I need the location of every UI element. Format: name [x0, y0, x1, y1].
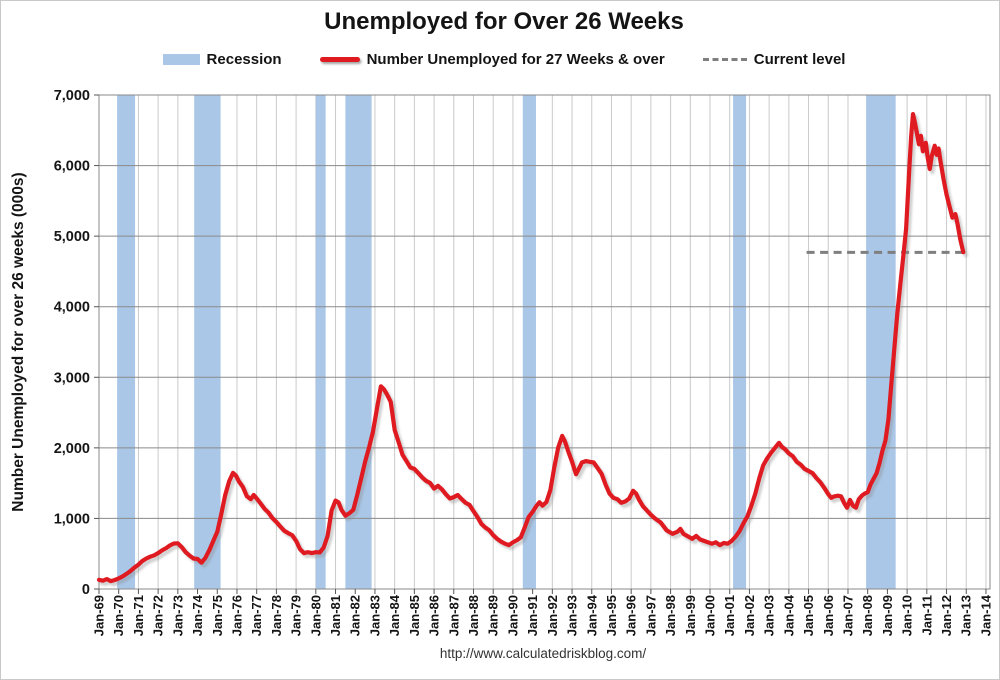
legend-item-series: Number Unemployed for 27 Weeks & over: [319, 51, 665, 68]
svg-text:Jan-91: Jan-91: [525, 595, 540, 636]
svg-text:Jan-00: Jan-00: [703, 595, 718, 636]
recession-bands: [117, 95, 896, 589]
legend-series-label: Number Unemployed for 27 Weeks & over: [366, 51, 665, 68]
svg-text:Jan-07: Jan-07: [840, 595, 855, 636]
series-line-path: [96, 112, 966, 584]
svg-text:Jan-01: Jan-01: [722, 595, 737, 636]
svg-text:0: 0: [82, 582, 90, 598]
svg-text:Jan-99: Jan-99: [683, 595, 698, 636]
legend-current-level-label: Current level: [753, 51, 846, 68]
svg-text:Jan-04: Jan-04: [781, 594, 796, 636]
chart-title: Unemployed for Over 26 Weeks: [324, 8, 684, 35]
svg-text:Jan-70: Jan-70: [111, 595, 126, 636]
svg-text:Jan-71: Jan-71: [131, 595, 146, 636]
svg-text:Jan-98: Jan-98: [663, 595, 678, 636]
svg-text:Jan-75: Jan-75: [210, 595, 225, 636]
svg-text:Jan-81: Jan-81: [328, 595, 343, 636]
svg-text:Jan-14: Jan-14: [978, 594, 993, 636]
svg-text:Jan-90: Jan-90: [505, 595, 520, 636]
svg-text:5,000: 5,000: [54, 229, 90, 245]
svg-text:Jan-77: Jan-77: [249, 595, 264, 636]
svg-text:Jan-92: Jan-92: [545, 595, 560, 636]
svg-text:Jan-89: Jan-89: [486, 595, 501, 636]
svg-text:Jan-11: Jan-11: [919, 595, 934, 635]
x-axis-labels: Jan-69 Jan-70 Jan-71 Jan-72 Jan-73 Jan-74 Jan-…: [92, 594, 994, 636]
svg-text:Jan-84: Jan-84: [387, 594, 402, 636]
svg-text:Jan-83: Jan-83: [367, 595, 382, 636]
svg-text:Jan-05: Jan-05: [801, 595, 816, 636]
horizontal-gridlines: [99, 165, 990, 519]
plot-border: [98, 94, 991, 590]
legend-item-current-level: Current level: [702, 51, 846, 68]
legend: Recession Number Unemployed for 27 Weeks…: [1, 51, 999, 68]
svg-text:Jan-87: Jan-87: [446, 595, 461, 636]
svg-text:3,000: 3,000: [54, 370, 90, 386]
svg-text:Jan-97: Jan-97: [643, 595, 658, 636]
series-line: [96, 112, 969, 587]
svg-text:Jan-02: Jan-02: [742, 595, 757, 636]
svg-text:Jan-93: Jan-93: [565, 595, 580, 636]
svg-text:Jan-73: Jan-73: [170, 595, 185, 636]
svg-text:7,000: 7,000: [54, 88, 90, 104]
svg-text:Jan-03: Jan-03: [762, 595, 777, 636]
y-axis-title: Number Unemployed for over 26 weeks (000…: [10, 172, 27, 511]
legend-item-recession: Recession: [162, 51, 282, 68]
svg-text:Jan-94: Jan-94: [584, 594, 599, 636]
svg-text:Jan-82: Jan-82: [348, 595, 363, 636]
svg-text:Jan-74: Jan-74: [190, 594, 205, 636]
svg-text:Number Unemployed for over 26: Number Unemployed for over 26 weeks (000…: [10, 172, 27, 511]
svg-text:1,000: 1,000: [54, 511, 90, 527]
svg-text:Jan-72: Jan-72: [151, 595, 166, 636]
svg-text:Jan-12: Jan-12: [939, 595, 954, 636]
svg-text:Jan-95: Jan-95: [604, 595, 619, 636]
svg-text:Jan-85: Jan-85: [407, 595, 422, 636]
svg-text:Jan-10: Jan-10: [900, 595, 915, 636]
svg-text:Jan-96: Jan-96: [624, 595, 639, 636]
svg-text:Jan-78: Jan-78: [269, 595, 284, 636]
svg-text:6,000: 6,000: [54, 159, 90, 175]
current-level-swatch-icon: [702, 58, 747, 61]
y-axis-labels: 0 1,000 2,000 3,000 4,000 5,000 6,000 7,000: [54, 88, 90, 598]
svg-text:Jan-76: Jan-76: [229, 595, 244, 636]
legend-recession-label: Recession: [206, 51, 282, 68]
svg-text:Jan-09: Jan-09: [880, 595, 895, 636]
source-url: http://www.calculatedriskblog.com/: [439, 646, 647, 661]
svg-text:4,000: 4,000: [54, 300, 90, 316]
svg-text:Jan-79: Jan-79: [289, 595, 304, 636]
svg-text:Jan-86: Jan-86: [427, 595, 442, 636]
svg-text:2,000: 2,000: [54, 441, 90, 457]
svg-text:Jan-80: Jan-80: [308, 595, 323, 636]
axis-ticks: [94, 94, 987, 594]
series-line-swatch-icon: [319, 57, 360, 62]
recession-swatch-icon: [162, 54, 200, 65]
svg-text:Jan-08: Jan-08: [860, 595, 875, 636]
vertical-gridlines: [118, 95, 987, 589]
svg-text:Jan-06: Jan-06: [821, 595, 836, 636]
svg-text:Jan-69: Jan-69: [92, 595, 107, 636]
svg-text:Jan-13: Jan-13: [959, 595, 974, 636]
svg-text:Jan-88: Jan-88: [466, 595, 481, 636]
